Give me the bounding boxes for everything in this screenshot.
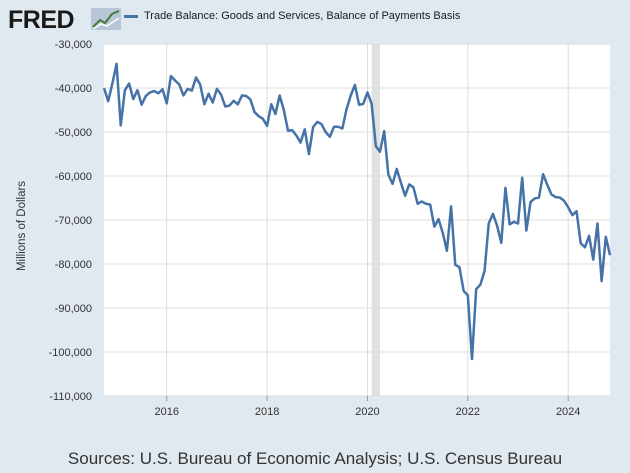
y-tick-label-8: -110,000 [49,391,92,403]
line-chart: -30,000 -40,000 -50,000 -60,000 -70,000 -80,0… [16,39,612,418]
y-tick-label-7: -100,000 [49,347,92,359]
x-tick-label-1: 2018 [255,406,279,418]
y-tick-label-6: -90,000 [55,303,92,315]
y-tick-label-5: -80,000 [55,259,92,271]
legend-line-swatch [124,14,138,18]
fred-graph-logo-icon [91,8,121,30]
source-note: Sources: U.S. Bureau of Economic Analysi… [67,449,563,468]
chart-legend: Trade Balance: Goods and Services, Balan… [124,10,460,22]
y-tick-label-2: -50,000 [55,127,92,139]
legend-series-label: Trade Balance: Goods and Services, Balan… [144,10,461,22]
y-tick-label-0: -30,000 [55,39,92,51]
gridlines [104,43,610,397]
x-tick-label-3: 2022 [456,406,480,418]
series-line-0 [102,62,612,361]
series-group [102,62,612,361]
fred-logo-text: FRED [8,6,75,34]
x-tick-label-0: 2016 [154,406,178,418]
y-tick-label-3: -60,000 [55,171,92,183]
y-axis-tick-labels: -30,000 -40,000 -50,000 -60,000 -70,000 -80,0… [49,39,92,403]
y-axis-label: Millions of Dollars [16,181,28,271]
y-tick-label-1: -40,000 [55,83,92,95]
y-tick-label-4: -70,000 [55,215,92,227]
x-tick-label-2: 2020 [355,406,379,418]
fred-logo[interactable]: FRED [8,6,121,34]
x-tick-label-4: 2024 [556,406,580,418]
x-axis-tick-labels: 2016 2018 2020 2022 2024 [154,396,580,418]
